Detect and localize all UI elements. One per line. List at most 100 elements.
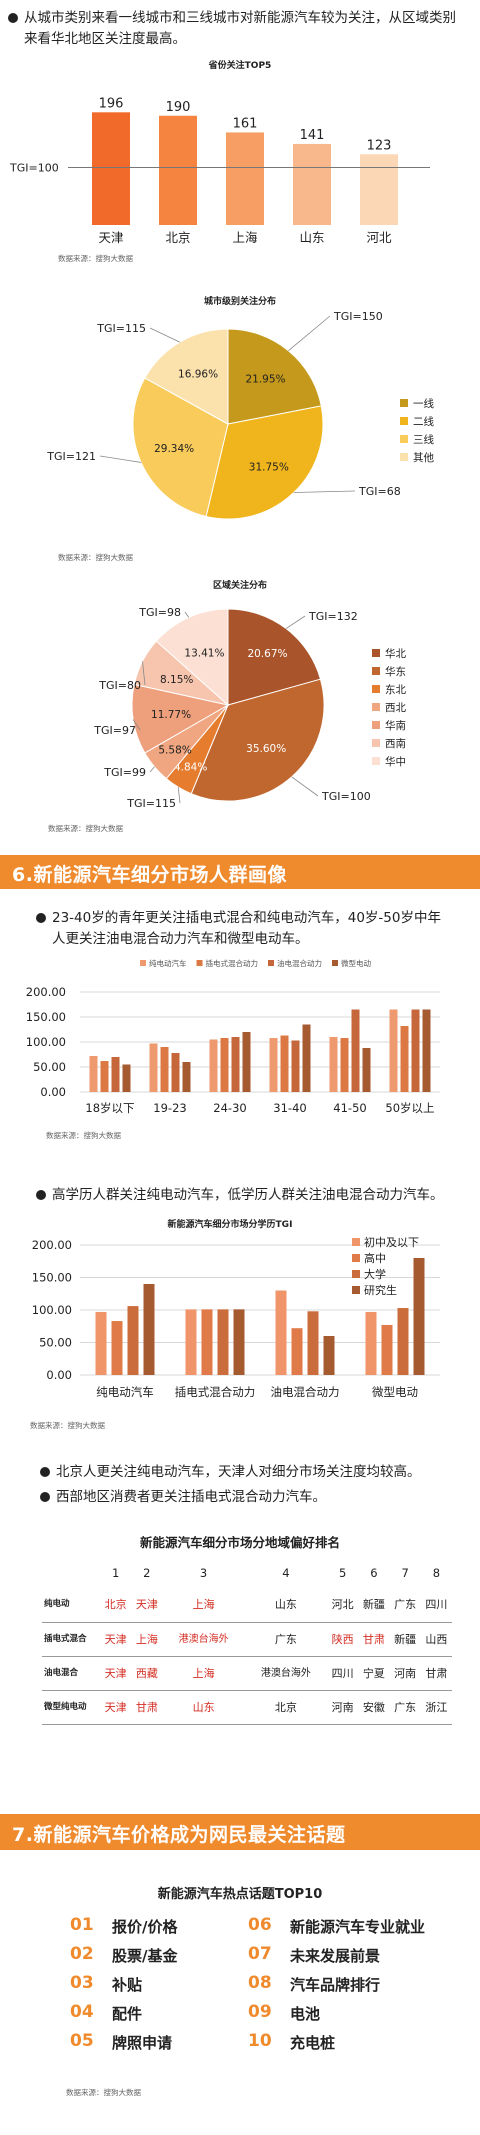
age-bar: [389, 1009, 398, 1092]
topics-list: 01 报价/价格 02 股票/基金 03 补贴 04 配件 05 牌照申请 06 新能源汽车专业就业 0…: [0, 1915, 480, 2065]
age-bar: [100, 1061, 109, 1092]
province-category-label: 上海: [232, 230, 258, 245]
region-chart-title: 区域关注分布: [212, 581, 267, 591]
city-leader-line: [288, 315, 331, 352]
province-value-label: 190: [166, 100, 191, 115]
ranking-cell: 上海: [131, 1622, 163, 1657]
region-legend-swatch: [372, 667, 380, 675]
ranking-cell: 安徽: [358, 1690, 390, 1725]
topics-source: 数据来源：搜狗大数据: [66, 2088, 141, 2097]
ranking-row-label: 微型纯电动: [42, 1690, 100, 1725]
region-percent-label: 35.60%: [246, 743, 286, 755]
province-bar: [360, 154, 398, 225]
region-tgi-label: TGI=115: [126, 797, 176, 810]
region-percent-label: 8.15%: [160, 674, 193, 686]
edu-bar: [413, 1258, 425, 1375]
edu-category-label: 微型电动: [372, 1385, 418, 1399]
edu-bar: [307, 1311, 319, 1375]
region-legend-label: 华东: [385, 665, 406, 678]
ranking-rank-header: 3: [199, 1565, 208, 1580]
edu-bar: [127, 1306, 139, 1375]
topic-number: 02: [70, 1944, 94, 1964]
age-category-label: 50岁以上: [385, 1101, 434, 1115]
age-bar: [362, 1048, 371, 1092]
province-bar: [92, 112, 130, 225]
edu-bar: [185, 1309, 197, 1375]
ranking-corner-cell: [42, 1558, 100, 1588]
age-category-label: 41-50: [333, 1101, 366, 1115]
bullet-icon: [40, 1467, 50, 1477]
topic-label: 配件: [112, 2005, 143, 2023]
age-bar: [89, 1056, 98, 1092]
topic-label: 未来发展前景: [290, 1947, 381, 1965]
ranking-rank-header: 2: [143, 1565, 151, 1580]
region-source: 数据来源：搜狗大数据: [48, 824, 123, 833]
ranking-cell: 广东: [389, 1690, 421, 1725]
section7-banner: 7.新能源汽车价格成为网民最关注话题: [0, 1814, 480, 1850]
tgi-reference-label: TGI=100: [9, 162, 59, 175]
edu-legend-label: 高中: [364, 1251, 386, 1265]
ranking-cell: 新疆: [389, 1622, 421, 1657]
edu-bar: [381, 1324, 393, 1375]
province-bar: [226, 132, 264, 225]
region-leader-line: [149, 766, 155, 773]
region-text-1: 北京人更关注纯电动汽车，天津人对细分市场关注度均较高。: [56, 1464, 421, 1480]
ranking-title: 新能源汽车细分市场分地域偏好排名: [139, 1535, 340, 1550]
city-percent-label: 21.95%: [245, 374, 285, 386]
edu-legend-swatch: [352, 1238, 360, 1246]
age-category-label: 31-40: [273, 1101, 306, 1115]
region-leader-line: [177, 787, 181, 804]
age-bar: [231, 1037, 240, 1092]
bullet-icon: [36, 1190, 46, 1200]
edu-ytick-label: 0.00: [46, 1368, 72, 1382]
age-bar: [220, 1038, 229, 1092]
table-row: 微型纯电动 天津 甘肃 山东 北京 河南 安徽 广东 浙江: [42, 1690, 452, 1725]
edu-ytick-label: 100.00: [32, 1303, 72, 1317]
ranking-cell: 宁夏: [358, 1656, 390, 1691]
edu-legend-swatch: [352, 1270, 360, 1278]
city-legend-label: 三线: [413, 433, 434, 446]
edu-category-label: 纯电动汽车: [96, 1385, 154, 1399]
age-legend-label: 插电式混合动力: [206, 958, 259, 968]
city-slice: [205, 405, 324, 520]
ranking-cell: 山东: [162, 1690, 245, 1725]
edu-legend-label: 初中及以下: [364, 1235, 419, 1249]
age-bar: [111, 1057, 120, 1092]
section6-title: 6.新能源汽车细分市场人群画像: [12, 864, 287, 886]
province-category-label: 天津: [98, 230, 123, 245]
ranking-rank-header: 5: [339, 1565, 347, 1580]
edu-legend-label: 大学: [364, 1267, 386, 1281]
region-legend-swatch: [372, 685, 380, 693]
topic-number: 08: [248, 1973, 272, 1993]
topic-number: 09: [248, 2002, 272, 2022]
ranking-rank-header: 6: [370, 1565, 378, 1580]
age-category-label: 19-23: [153, 1101, 186, 1115]
region-legend-label: 华中: [385, 755, 406, 768]
ranking-cell: 甘肃: [420, 1656, 452, 1691]
region-leader-line: [184, 611, 190, 618]
region-leader-line: [291, 776, 319, 797]
city-legend-label: 其他: [413, 451, 434, 464]
province-category-label: 山东: [299, 230, 324, 245]
ranking-row-label: 插电式混合: [42, 1622, 100, 1657]
edu-chart-title: 新能源汽车细分市场分学历TGI: [167, 1220, 293, 1230]
city-legend-label: 一线: [413, 397, 434, 410]
region-legend-swatch: [372, 649, 380, 657]
ranking-cell: 天津: [100, 1656, 132, 1691]
table-row: 插电式混合 天津 上海 港澳台海外 广东 陕西 甘肃 新疆 山西: [42, 1622, 452, 1657]
ranking-header-row: 1 2 3 4 5 6 7 8: [42, 1558, 452, 1588]
region-percent-label: 20.67%: [247, 648, 287, 660]
age-bar: [340, 1038, 349, 1092]
topic-number: 05: [70, 2031, 94, 2051]
ranking-cell: 西藏: [131, 1656, 163, 1691]
age-ytick-label: 200.00: [26, 985, 66, 999]
ranking-cell: 广东: [389, 1588, 421, 1623]
edu-legend-label: 研究生: [364, 1283, 397, 1297]
city-slice: [132, 377, 229, 518]
ranking-cell: 广东: [244, 1622, 328, 1657]
table-row: 纯电动 北京 天津 上海 山东 河北 新疆 广东 四川: [42, 1588, 452, 1623]
topic-number: 10: [248, 2031, 272, 2051]
topic-number: 03: [70, 1973, 94, 1993]
edu-legend-swatch: [352, 1254, 360, 1262]
edu-ytick-label: 200.00: [32, 1238, 72, 1252]
